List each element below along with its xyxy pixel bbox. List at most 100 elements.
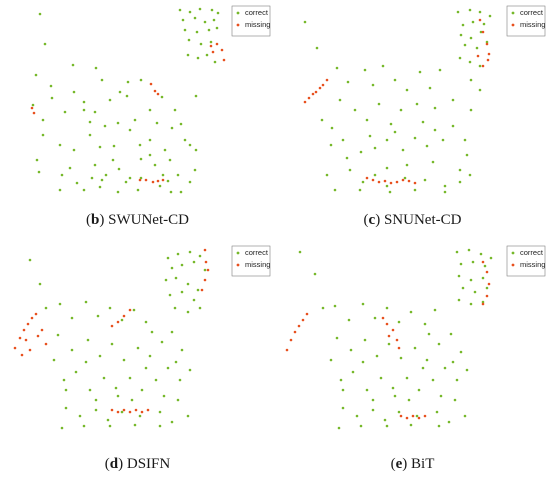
point-correct-b-73 bbox=[116, 190, 120, 194]
point-correct-e-34 bbox=[425, 358, 429, 362]
point-correct-e-1 bbox=[467, 248, 471, 252]
point-correct-b-5 bbox=[181, 18, 185, 22]
point-correct-e-24 bbox=[409, 310, 413, 314]
point-missing-d-19 bbox=[116, 320, 120, 324]
point-correct-d-55 bbox=[170, 420, 174, 424]
point-correct-e-42 bbox=[417, 388, 421, 392]
legend-label-missing-b: missing bbox=[245, 20, 270, 29]
point-correct-c-40 bbox=[373, 146, 377, 150]
point-missing-e-21 bbox=[423, 414, 427, 418]
point-correct-d-25 bbox=[120, 318, 124, 322]
point-correct-e-19 bbox=[347, 318, 351, 322]
point-correct-b-50 bbox=[170, 126, 174, 130]
point-correct-c-60 bbox=[413, 188, 417, 192]
point-correct-e-43 bbox=[431, 378, 435, 382]
point-correct-c-70 bbox=[431, 160, 435, 164]
point-correct-c-64 bbox=[469, 108, 473, 112]
point-correct-d-57 bbox=[60, 426, 64, 430]
point-correct-d-31 bbox=[98, 354, 102, 358]
point-correct-b-68 bbox=[41, 133, 45, 137]
point-correct-b-22 bbox=[34, 73, 38, 77]
point-correct-e-10 bbox=[461, 286, 465, 290]
point-correct-c-47 bbox=[463, 138, 467, 142]
point-correct-c-19 bbox=[346, 80, 350, 84]
point-correct-b-58 bbox=[117, 167, 121, 171]
point-missing-c-13 bbox=[476, 54, 480, 58]
point-missing-c-11 bbox=[486, 58, 490, 62]
point-missing-b-2 bbox=[220, 48, 224, 52]
point-correct-d-14 bbox=[192, 298, 196, 302]
point-missing-e-6 bbox=[289, 338, 293, 342]
point-correct-e-44 bbox=[443, 366, 447, 370]
point-correct-b-54 bbox=[68, 166, 72, 170]
point-missing-c-19 bbox=[395, 180, 399, 184]
point-correct-d-67 bbox=[52, 358, 56, 362]
panel-c: correct missing (c) SNUNet-CD bbox=[275, 0, 550, 240]
point-missing-d-6 bbox=[18, 336, 22, 340]
point-missing-d-2 bbox=[206, 268, 210, 272]
scatter-plot-e: correct missing bbox=[285, 245, 545, 430]
point-missing-c-5 bbox=[321, 83, 325, 87]
point-missing-d-18 bbox=[122, 314, 126, 318]
point-correct-c-48 bbox=[348, 168, 352, 172]
point-correct-b-86 bbox=[103, 124, 107, 128]
point-missing-b-7 bbox=[156, 92, 160, 96]
point-missing-d-26 bbox=[140, 410, 144, 414]
point-correct-d-56 bbox=[186, 414, 190, 418]
point-correct-d-48 bbox=[64, 406, 68, 410]
point-correct-b-7 bbox=[203, 20, 207, 24]
point-correct-c-55 bbox=[458, 180, 462, 184]
point-missing-d-25 bbox=[134, 408, 138, 412]
legend-box-b bbox=[231, 5, 271, 37]
point-correct-b-82 bbox=[160, 95, 164, 99]
point-correct-b-35 bbox=[108, 98, 112, 102]
point-correct-b-76 bbox=[179, 190, 183, 194]
point-correct-d-58 bbox=[82, 424, 86, 428]
point-correct-b-2 bbox=[198, 7, 202, 11]
point-correct-e-56 bbox=[337, 426, 341, 430]
point-correct-b-40 bbox=[155, 121, 159, 125]
point-correct-e-13 bbox=[457, 298, 461, 302]
point-missing-d-0 bbox=[203, 248, 207, 252]
point-missing-e-5 bbox=[285, 348, 289, 352]
point-correct-e-27 bbox=[335, 336, 339, 340]
point-correct-b-28 bbox=[118, 90, 122, 94]
point-correct-e-0 bbox=[455, 250, 459, 254]
point-correct-e-72 bbox=[421, 366, 425, 370]
point-correct-b-11 bbox=[207, 28, 211, 32]
point-correct-d-49 bbox=[78, 414, 82, 418]
point-missing-c-1 bbox=[307, 96, 311, 100]
point-correct-c-50 bbox=[373, 173, 377, 177]
point-correct-c-31 bbox=[377, 102, 381, 106]
point-correct-c-73 bbox=[325, 173, 329, 177]
scatter-plot-d: correct missing bbox=[13, 245, 270, 430]
point-correct-d-51 bbox=[106, 418, 110, 422]
point-correct-b-59 bbox=[124, 180, 128, 184]
point-correct-d-16 bbox=[186, 310, 190, 314]
point-correct-e-30 bbox=[375, 354, 379, 358]
point-correct-b-12 bbox=[215, 26, 219, 30]
point-correct-c-33 bbox=[399, 108, 403, 112]
point-correct-b-75 bbox=[158, 184, 162, 188]
legend-marker-correct-d bbox=[236, 251, 240, 255]
point-missing-c-20 bbox=[401, 178, 405, 182]
panel-e: correct missing (e) BiT bbox=[275, 240, 550, 480]
point-correct-e-52 bbox=[415, 414, 419, 418]
legend-marker-missing-b bbox=[236, 23, 240, 27]
point-correct-e-58 bbox=[385, 424, 389, 428]
point-missing-e-17 bbox=[399, 414, 403, 418]
point-correct-c-16 bbox=[303, 20, 307, 24]
point-correct-b-30 bbox=[139, 78, 143, 82]
point-missing-d-13 bbox=[36, 334, 40, 338]
point-correct-d-4 bbox=[170, 266, 174, 270]
point-correct-b-49 bbox=[163, 148, 167, 152]
point-correct-b-51 bbox=[179, 122, 183, 126]
point-correct-e-28 bbox=[349, 348, 353, 352]
point-correct-c-56 bbox=[468, 173, 472, 177]
point-correct-d-26 bbox=[132, 308, 136, 312]
point-correct-e-29 bbox=[363, 338, 367, 342]
point-correct-c-36 bbox=[433, 106, 437, 110]
point-correct-d-9 bbox=[174, 276, 178, 280]
point-correct-e-71 bbox=[407, 398, 411, 402]
point-correct-c-27 bbox=[438, 68, 442, 72]
